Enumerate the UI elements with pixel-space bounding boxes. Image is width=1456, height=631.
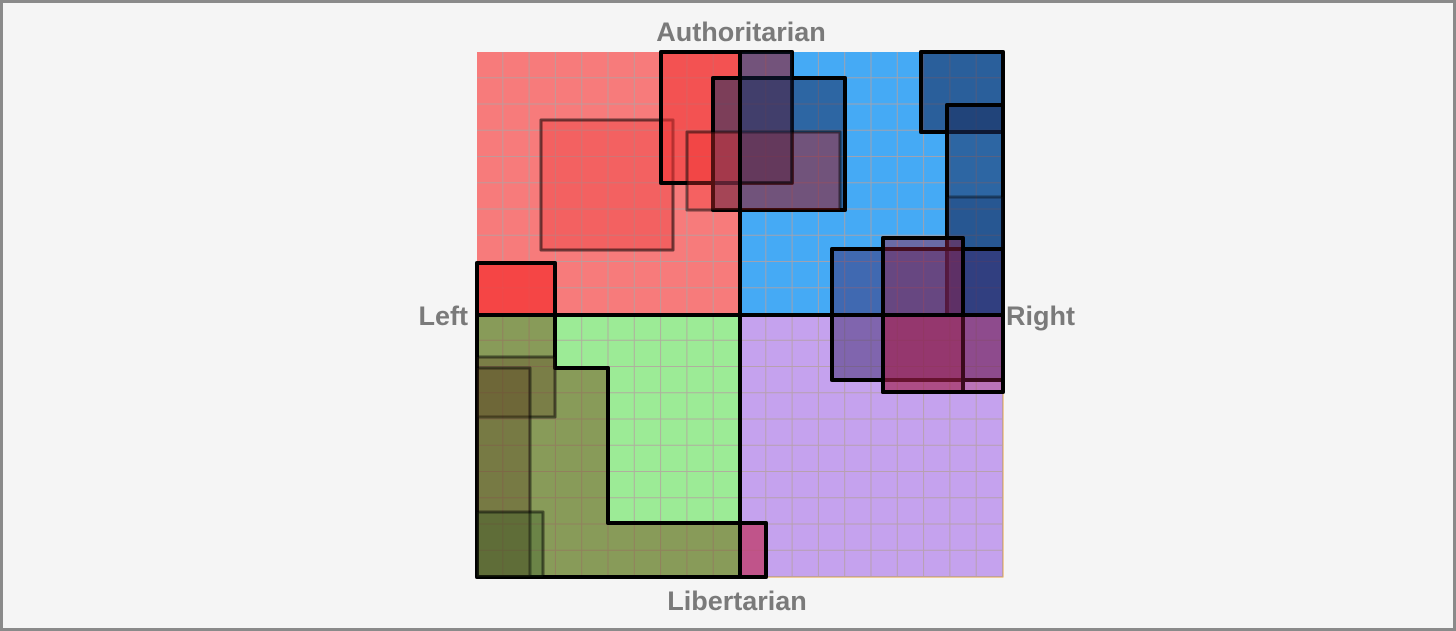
top-label: Authoritarian bbox=[656, 17, 826, 47]
region bbox=[475, 261, 557, 317]
region bbox=[738, 521, 768, 579]
region bbox=[685, 130, 842, 212]
region bbox=[475, 510, 545, 579]
region bbox=[475, 366, 532, 579]
right-label: Right bbox=[1006, 301, 1075, 331]
region bbox=[738, 50, 794, 185]
bottom-label: Libertarian bbox=[667, 586, 807, 616]
axes bbox=[477, 52, 1003, 577]
region bbox=[539, 118, 675, 252]
left-label: Left bbox=[419, 301, 469, 331]
region bbox=[881, 313, 1005, 394]
